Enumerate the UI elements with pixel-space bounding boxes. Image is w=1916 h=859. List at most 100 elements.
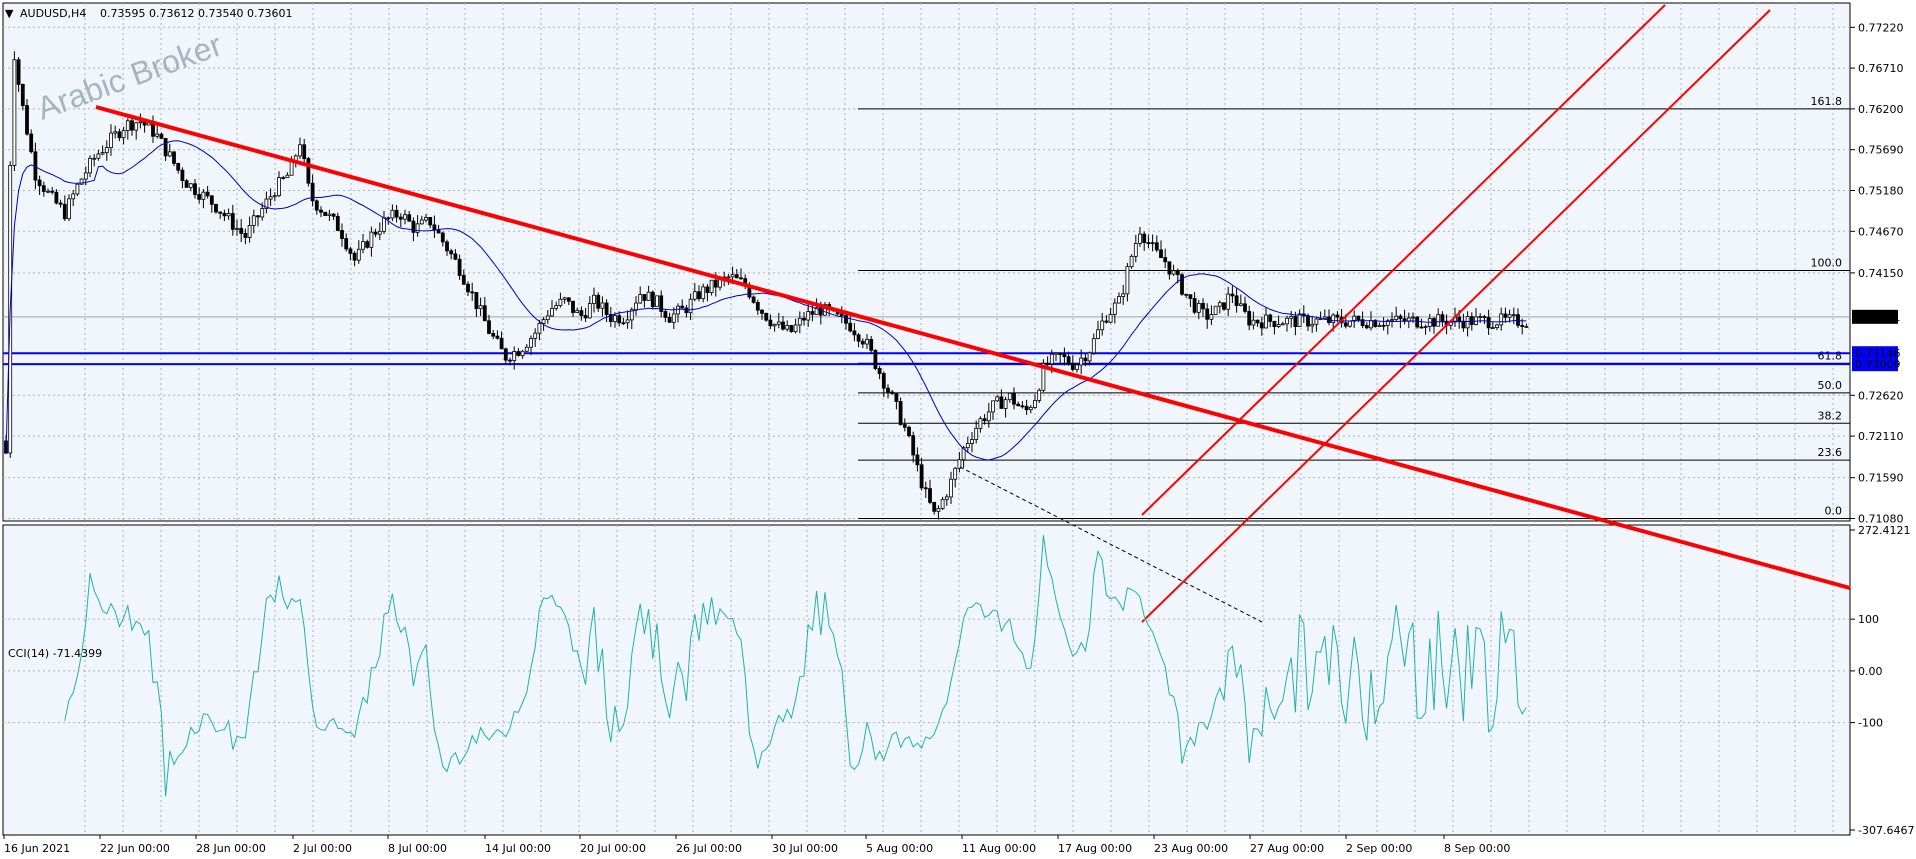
candle-body xyxy=(1264,314,1268,329)
time-axis[interactable]: 16 Jun 2021 22 Jun 00:00 28 Jun 00:00 2 Jul… xyxy=(3,835,1510,855)
candle-body xyxy=(554,305,559,309)
collapse-arrow-icon[interactable]: ▼ xyxy=(5,7,14,20)
candle-body xyxy=(768,319,773,327)
y-tick-label: 0.75690 xyxy=(1858,144,1904,157)
candle-body xyxy=(617,315,622,324)
candle-body xyxy=(394,209,399,218)
candle-body xyxy=(957,459,962,469)
candle-body xyxy=(386,217,391,220)
candle-body xyxy=(1482,316,1487,318)
candle-body xyxy=(100,152,105,155)
price-panel[interactable] xyxy=(2,2,1851,522)
cci-axis[interactable]: 272.4121 100 0.00 -100 -307.6467 xyxy=(3,524,1914,837)
price-axis[interactable]: 0.77220 0.76710 0.76200 0.75690 0.75180 0.746… xyxy=(1850,21,1904,525)
candle-body xyxy=(1280,323,1285,326)
dashed-projection-line[interactable] xyxy=(959,466,1263,623)
candle-body xyxy=(1146,242,1151,244)
candle-body xyxy=(1423,326,1428,328)
candle-body xyxy=(1343,322,1348,327)
candle-body xyxy=(88,157,92,174)
price-grid xyxy=(3,3,1850,521)
candle-body xyxy=(638,294,643,304)
candle-body xyxy=(348,248,353,254)
candle-body xyxy=(936,508,941,512)
candle-body xyxy=(16,59,21,85)
candle-body xyxy=(713,279,718,288)
candle-body xyxy=(1033,399,1037,408)
candle-body xyxy=(382,217,386,232)
candle-body xyxy=(726,276,731,279)
candle-body xyxy=(1184,293,1189,296)
x-tick-label: 11 Aug 00:00 xyxy=(962,842,1036,855)
candle-body xyxy=(1112,302,1117,315)
candle-body xyxy=(1348,320,1352,327)
candle-body xyxy=(230,213,235,230)
candle-body xyxy=(487,320,491,334)
candle-body xyxy=(730,274,735,278)
candle-body xyxy=(29,133,34,153)
candle-body xyxy=(247,225,252,238)
candle-body xyxy=(1070,363,1075,370)
candle-body xyxy=(541,319,546,324)
candle-body xyxy=(188,183,193,188)
candle-body xyxy=(125,120,130,131)
support-tag-label: 0.73146 xyxy=(1855,347,1901,360)
candle-body xyxy=(608,314,613,323)
candle-body xyxy=(104,147,109,153)
candle-body xyxy=(1192,298,1197,313)
y-tick-label: 0.71590 xyxy=(1858,472,1904,485)
candle-body xyxy=(621,322,626,325)
channel-lower-line[interactable] xyxy=(1141,9,1771,623)
candle-body xyxy=(235,227,239,230)
fib-level-label: 38.2 xyxy=(1818,409,1843,422)
symbol-label: AUDUSD,H4 xyxy=(20,7,86,20)
candle-body xyxy=(974,427,979,440)
candle-body xyxy=(1310,323,1315,327)
candle-body xyxy=(667,317,672,323)
candle-body xyxy=(512,351,517,362)
channel-upper-line[interactable] xyxy=(1141,4,1666,516)
candle-body xyxy=(25,105,29,135)
descending-trendline[interactable] xyxy=(95,105,1851,590)
candle-body xyxy=(1285,317,1289,325)
candle-body xyxy=(54,191,59,204)
cci-tick-label: 272.4121 xyxy=(1858,524,1911,537)
x-tick-label: 30 Jul 00:00 xyxy=(772,842,838,855)
candle-body xyxy=(470,291,475,294)
candle-body xyxy=(970,439,974,444)
candle-body xyxy=(327,213,332,216)
x-tick-label: 14 Jul 00:00 xyxy=(485,842,551,855)
candle-body xyxy=(848,322,853,332)
candle-body xyxy=(285,174,290,179)
candle-body xyxy=(1469,316,1474,325)
candle-body xyxy=(1037,389,1042,401)
candle-body xyxy=(1083,357,1088,362)
candle-body xyxy=(1331,314,1336,323)
candle-body xyxy=(155,133,160,137)
candle-body xyxy=(1486,316,1491,329)
support-tag-bg xyxy=(1852,346,1898,361)
candle-body xyxy=(1045,362,1050,365)
x-tick-label: 17 Aug 00:00 xyxy=(1058,842,1132,855)
current-price-tag-bg xyxy=(1852,309,1898,324)
support-lines[interactable] xyxy=(3,316,1850,366)
candle-body xyxy=(1154,242,1159,251)
candle-body xyxy=(424,217,428,221)
candle-body xyxy=(289,160,294,176)
candle-body xyxy=(184,180,189,188)
cci-panel[interactable] xyxy=(2,524,1851,836)
x-tick-label: 8 Sep 00:00 xyxy=(1444,842,1510,855)
fib-level-label: 23.6 xyxy=(1818,446,1843,459)
cci-tick-label: -307.6467 xyxy=(1858,824,1914,837)
candle-body xyxy=(1062,354,1067,358)
candle-body xyxy=(113,131,118,134)
candle-body xyxy=(587,303,592,319)
fib-level-label: 0.0 xyxy=(1825,504,1843,517)
candle-body xyxy=(302,144,307,159)
candle-body xyxy=(961,447,966,461)
candle-body xyxy=(239,227,244,234)
candle-body xyxy=(886,387,890,393)
candle-body xyxy=(428,217,433,226)
